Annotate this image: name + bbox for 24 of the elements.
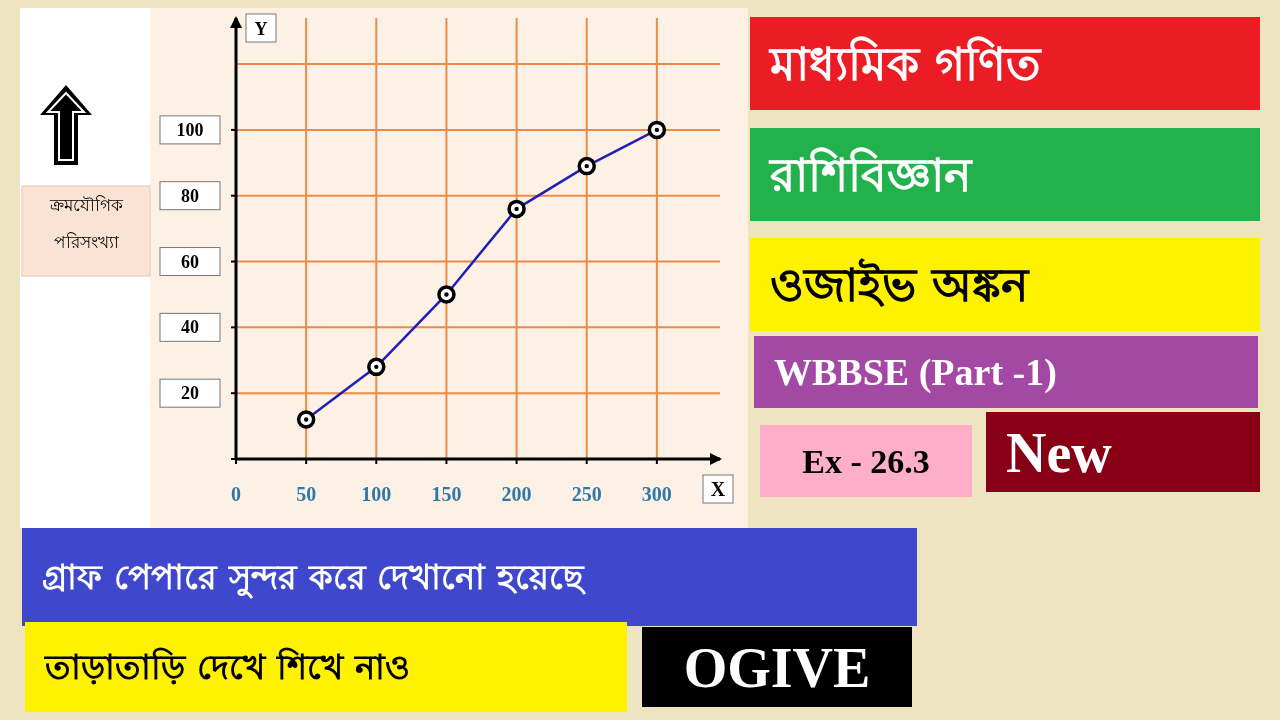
y-tick-label: 20: [181, 383, 199, 404]
text: রাশিবিজ্ঞান: [768, 146, 973, 202]
x-tick-label: 300: [641, 483, 672, 505]
x-tick-label: 250: [571, 483, 602, 505]
text: গ্রাফ পেপারে সুন্দর করে দেখানো হয়েছে: [42, 556, 587, 599]
x-tick-label: 0: [231, 483, 241, 505]
x-axis-title: X: [710, 478, 726, 500]
text: New: [1006, 421, 1113, 484]
text: মাধ্যমিক গণিত: [768, 35, 1043, 91]
annotation: Y: [254, 19, 268, 39]
x-tick-label: 200: [501, 483, 532, 505]
y-axis-title: ক্রমযৌগিক পরিসংখ্যা: [48, 195, 124, 252]
y-tick-label: 80: [181, 185, 199, 206]
x-tick-label: 150: [431, 483, 462, 505]
x-tick-label: 50: [296, 483, 317, 505]
x-tick-label: 100: [361, 483, 392, 505]
y-tick-label: 40: [181, 317, 199, 338]
y-tick-label: 100: [176, 119, 204, 140]
text: WBBSE (Part -1): [774, 351, 1057, 395]
y-tick-label: 60: [181, 251, 199, 272]
text: OGIVE: [683, 636, 871, 699]
text: Ex - 26.3: [802, 442, 930, 480]
text: ওজাইভ অঙ্কন: [770, 257, 1031, 312]
text: তাড়াতাড়ি দেখে শিখে নাও: [44, 646, 410, 687]
